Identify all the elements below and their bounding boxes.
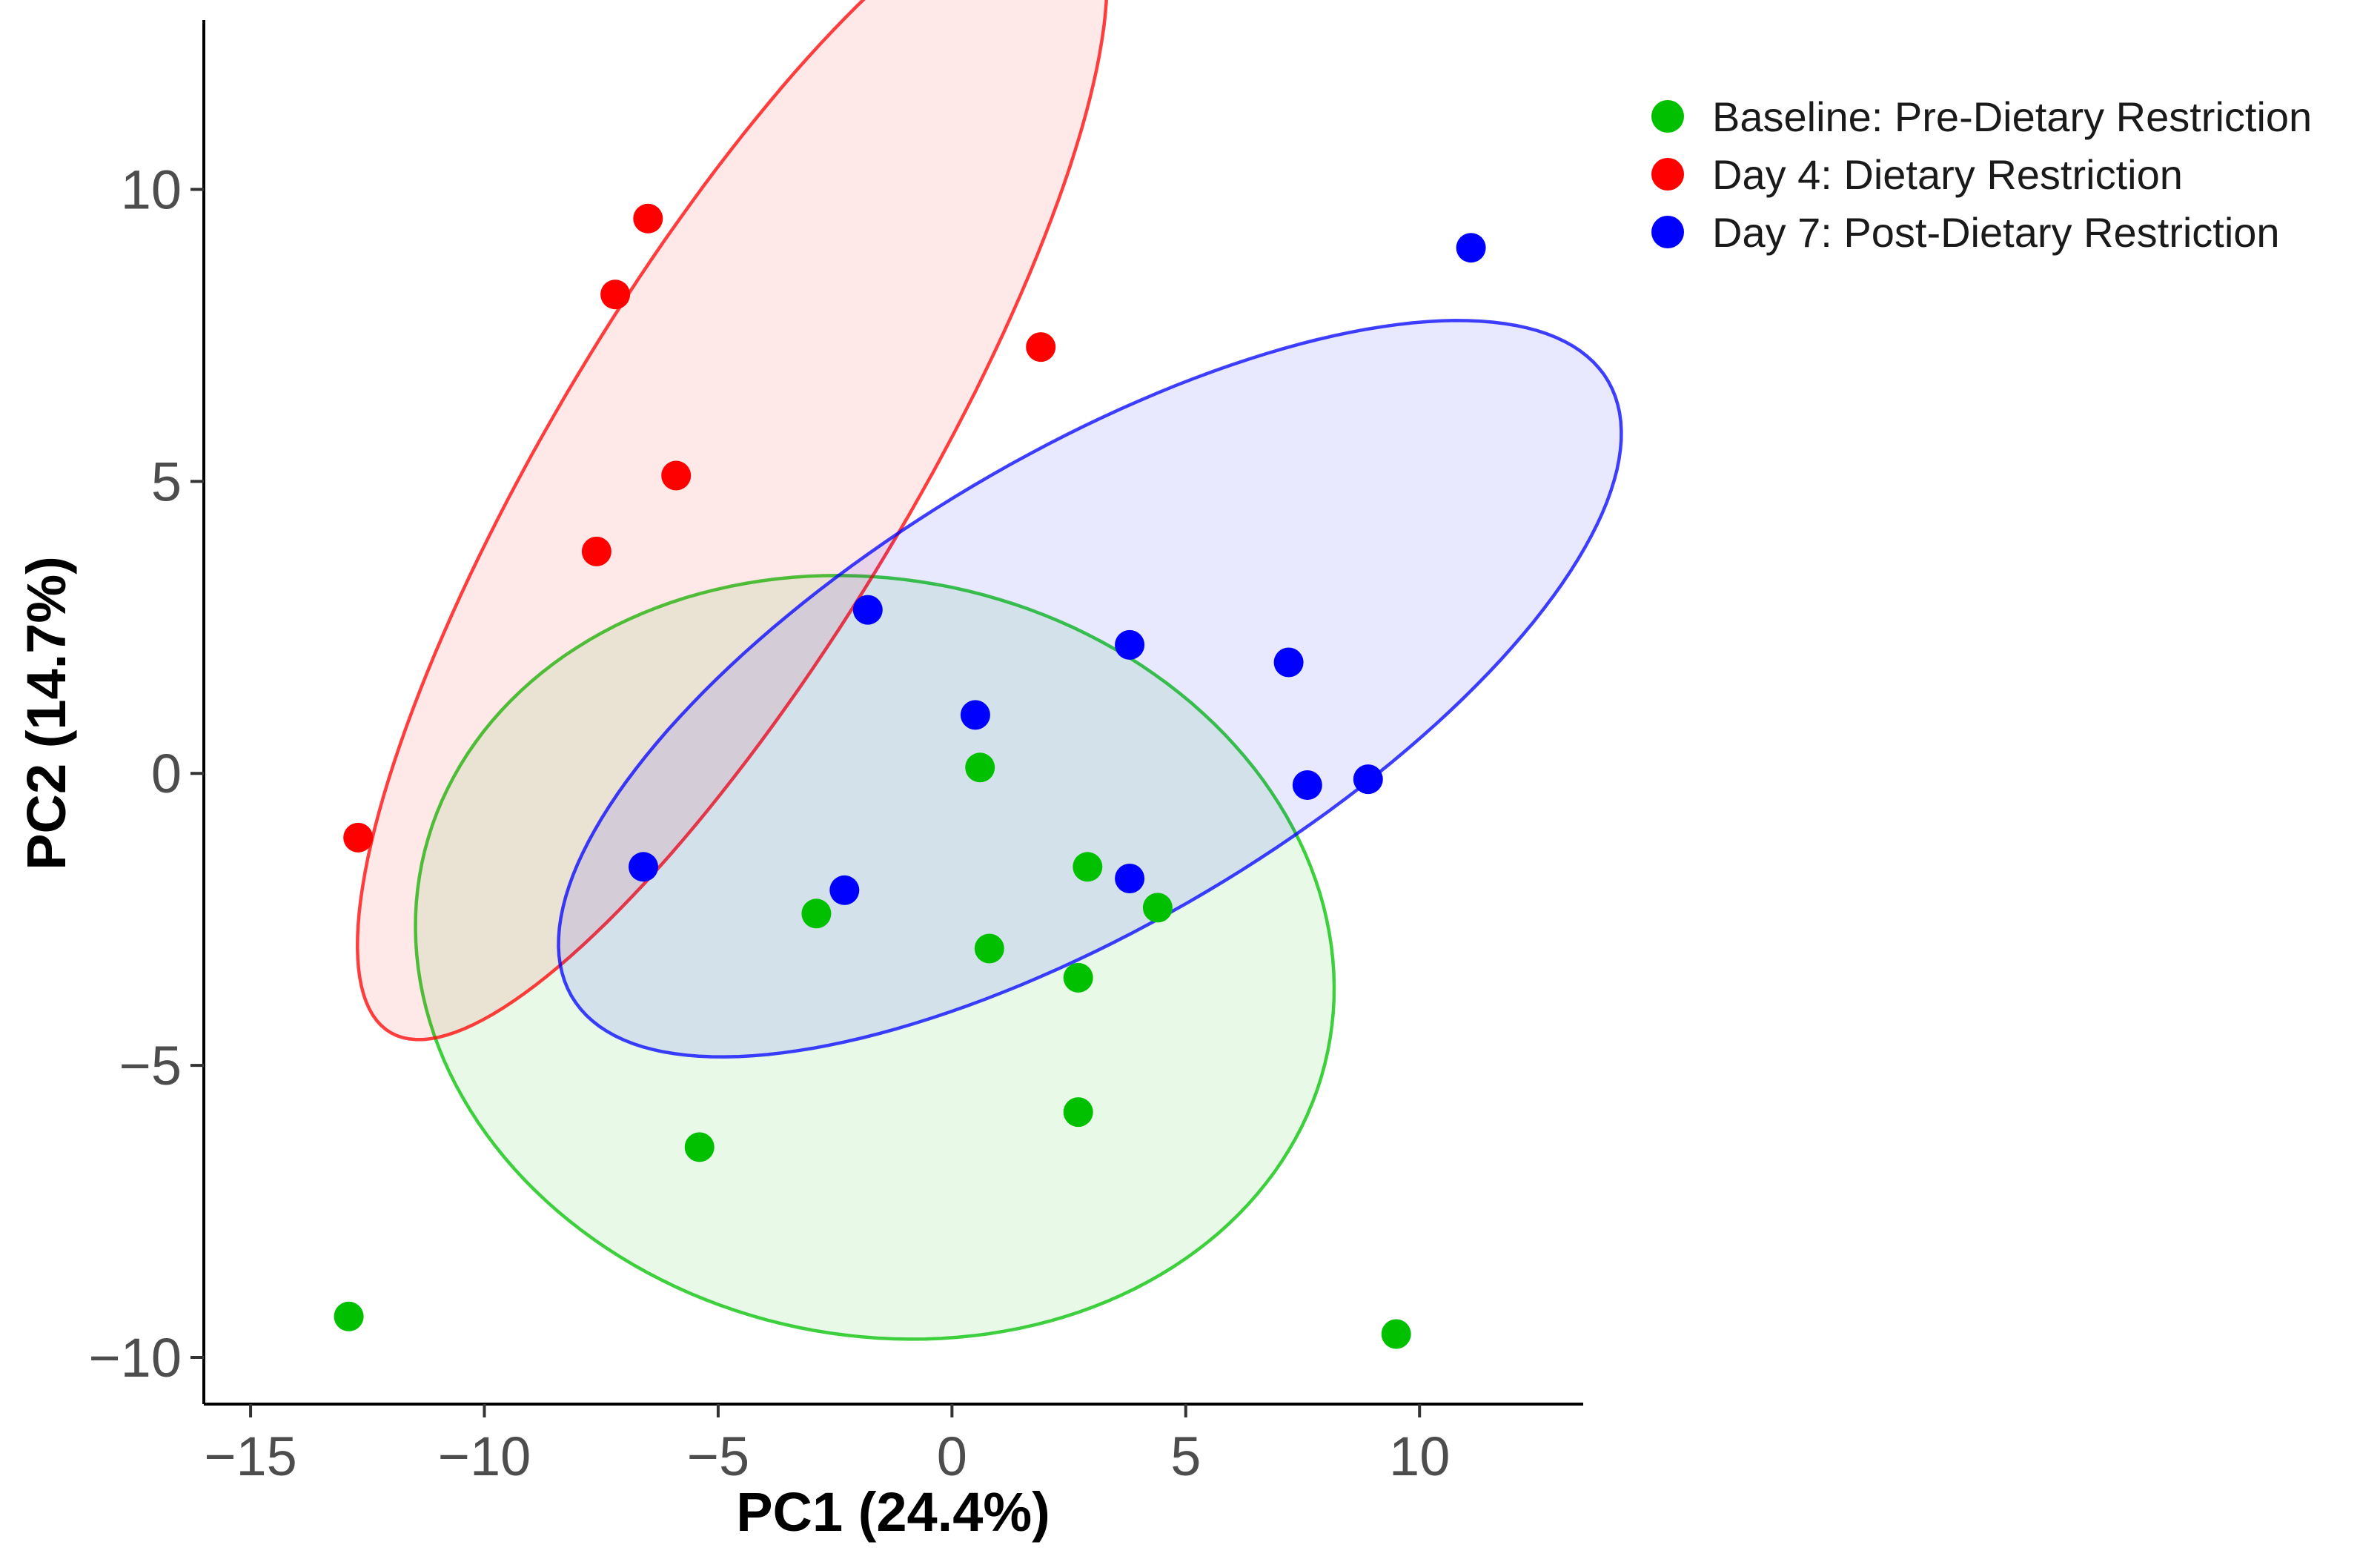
x-tick-label-0: −15 xyxy=(204,1426,297,1487)
point-series-2-5 xyxy=(1292,770,1322,800)
point-series-2-6 xyxy=(1353,764,1383,795)
point-series-0-1 xyxy=(1073,852,1103,882)
axis-layer xyxy=(202,20,1583,1406)
y-tick-label-2: 0 xyxy=(151,743,182,804)
ellipse-series-2 xyxy=(557,319,1623,1059)
point-series-2-3 xyxy=(1273,647,1304,678)
ellipse-layer xyxy=(355,0,1623,1341)
point-series-0-3 xyxy=(801,899,832,929)
point-series-1-4 xyxy=(581,536,611,566)
tick-layer: −15 −10 −5 0 5 10 −10 −5 0 5 10 xyxy=(88,159,1450,1487)
legend-key-0 xyxy=(1651,100,1684,133)
point-series-0-2 xyxy=(1142,893,1173,923)
legend-label-1: Day 4: Dietary Restriction xyxy=(1712,151,2183,198)
point-series-2-1 xyxy=(852,595,883,625)
point-series-0-7 xyxy=(684,1132,715,1162)
legend-key-1 xyxy=(1651,158,1684,191)
point-series-1-1 xyxy=(600,279,631,310)
point-series-0-9 xyxy=(1381,1319,1411,1349)
legend-label-0: Baseline: Pre-Dietary Restriction xyxy=(1712,93,2312,140)
y-tick-label-0: −10 xyxy=(88,1327,182,1389)
x-tick-label-3: 0 xyxy=(937,1426,967,1487)
point-series-1-5 xyxy=(343,822,374,853)
y-tick-label-1: −5 xyxy=(119,1035,182,1096)
x-tick-label-5: 10 xyxy=(1389,1426,1450,1487)
point-series-2-0 xyxy=(1456,233,1486,263)
point-series-2-8 xyxy=(829,875,860,905)
point-series-1-0 xyxy=(633,203,663,234)
x-axis-title: PC1 (24.4%) xyxy=(736,1481,1050,1543)
x-tick-label-2: −5 xyxy=(687,1426,749,1487)
legend-key-2 xyxy=(1651,216,1684,248)
point-series-1-2 xyxy=(1026,332,1056,363)
point-series-2-7 xyxy=(629,852,658,882)
x-tick-label-4: 5 xyxy=(1170,1426,1201,1487)
ellipse-series-1 xyxy=(355,0,1108,1042)
point-series-0-8 xyxy=(334,1301,364,1331)
legend-label-2: Day 7: Post-Dietary Restriction xyxy=(1712,209,2280,256)
y-tick-label-4: 10 xyxy=(121,159,182,220)
point-layer xyxy=(334,203,1486,1349)
point-series-0-6 xyxy=(1063,1097,1093,1128)
point-series-0-4 xyxy=(974,933,1004,964)
y-tick-label-3: 5 xyxy=(151,451,182,512)
point-series-2-9 xyxy=(1115,864,1145,893)
point-series-2-2 xyxy=(1115,629,1145,660)
point-series-2-4 xyxy=(960,700,990,730)
legend: Baseline: Pre-Dietary Restriction Day 4: … xyxy=(1651,93,2312,256)
point-series-0-0 xyxy=(965,752,995,783)
x-tick-label-1: −10 xyxy=(438,1426,531,1487)
point-series-1-3 xyxy=(661,460,692,491)
y-axis-title: PC2 (14.7%) xyxy=(16,556,77,870)
point-series-0-5 xyxy=(1063,962,1093,993)
